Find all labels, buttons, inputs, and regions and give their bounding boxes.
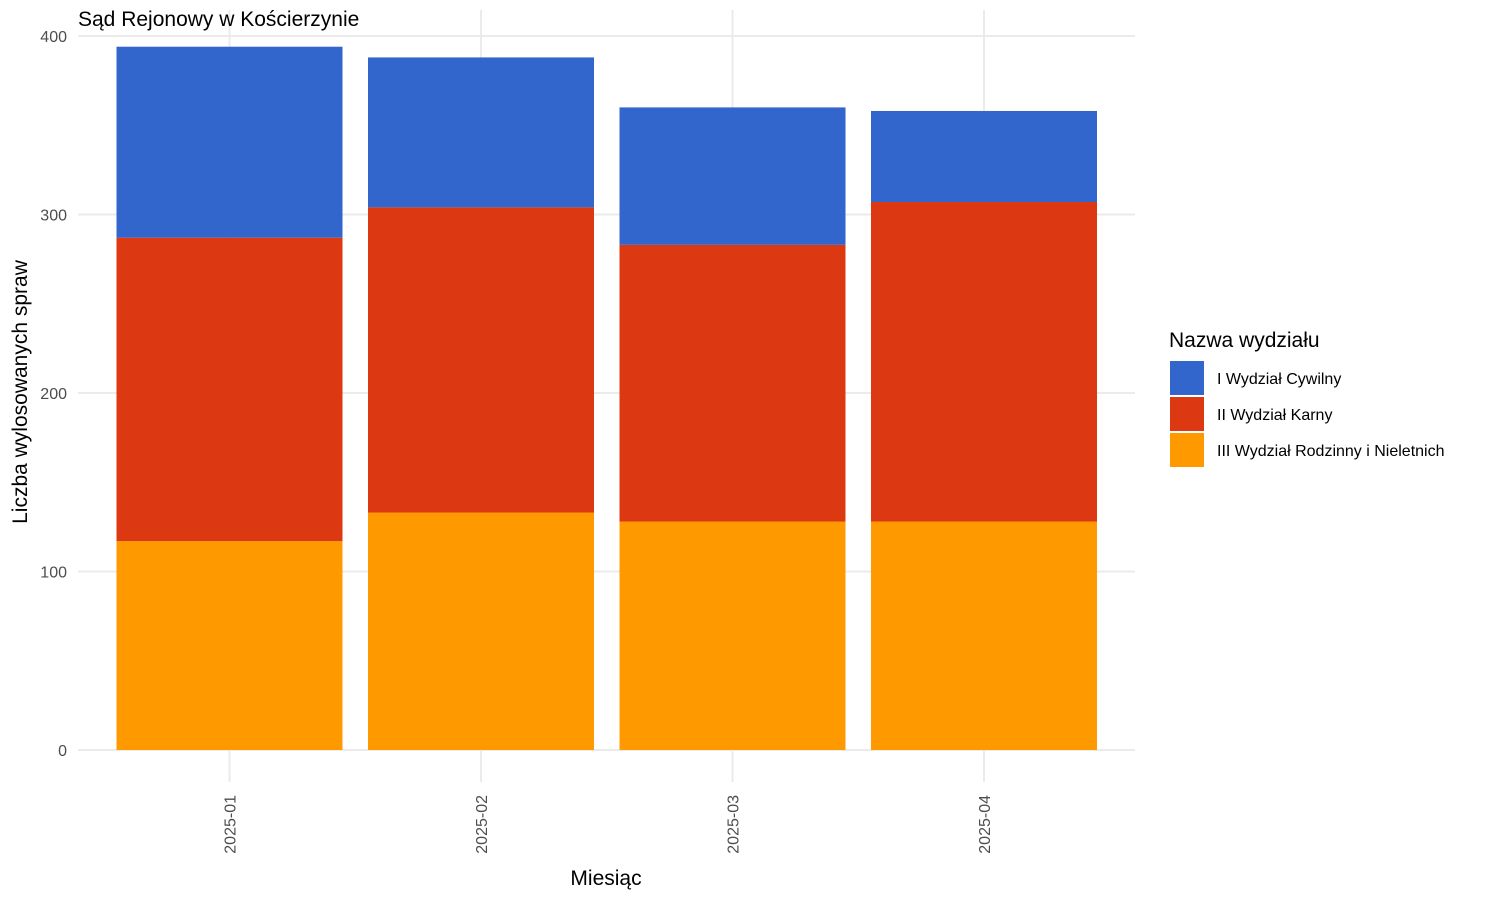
bar-segment: [116, 46, 343, 238]
bars-layer: [116, 46, 1097, 750]
legend: Nazwa wydziału I Wydział Cywilny II Wydzi…: [1169, 329, 1445, 467]
x-axis-title: Miesiąc: [570, 867, 641, 890]
axis-layer: 0 100 200 300 400 2025-01 2025-02 2025-03 2025-0…: [40, 29, 994, 854]
bar-segment: [871, 521, 1097, 750]
x-tick-label: 2025-04: [977, 795, 994, 854]
bar-segment: [368, 512, 594, 750]
y-tick-label: 400: [40, 29, 67, 46]
legend-label: III Wydział Rodzinny i Nieletnich: [1217, 443, 1445, 460]
y-tick-label: 300: [40, 208, 67, 225]
legend-items: I Wydział Cywilny II Wydział Karny III Wyd…: [1170, 361, 1445, 467]
chart-title: Sąd Rejonowy w Kościerzynie: [78, 8, 359, 31]
bar-segment: [619, 521, 846, 750]
legend-key: [1170, 397, 1204, 431]
bar-segment: [116, 237, 343, 542]
bar-segment: [871, 202, 1097, 522]
legend-key: [1170, 433, 1204, 467]
legend-key: [1170, 361, 1204, 395]
y-tick-label: 200: [40, 386, 67, 403]
bar-segment: [871, 110, 1097, 203]
x-tick-label: 2025-01: [223, 795, 240, 854]
y-tick-label: 100: [40, 565, 67, 582]
legend-label: I Wydział Cywilny: [1217, 371, 1341, 388]
y-tick-label: 0: [58, 743, 67, 760]
bar-segment: [619, 244, 846, 522]
x-tick-label: 2025-02: [474, 795, 491, 854]
bar-segment: [368, 57, 594, 208]
bar-segment: [116, 541, 343, 750]
x-tick-label: 2025-03: [726, 795, 743, 854]
bar-segment: [368, 207, 594, 513]
y-axis-title: Liczba wylosowanych spraw: [9, 259, 32, 524]
bar-segment: [619, 107, 846, 245]
legend-label: II Wydział Karny: [1217, 407, 1332, 424]
legend-title: Nazwa wydziału: [1169, 329, 1320, 352]
